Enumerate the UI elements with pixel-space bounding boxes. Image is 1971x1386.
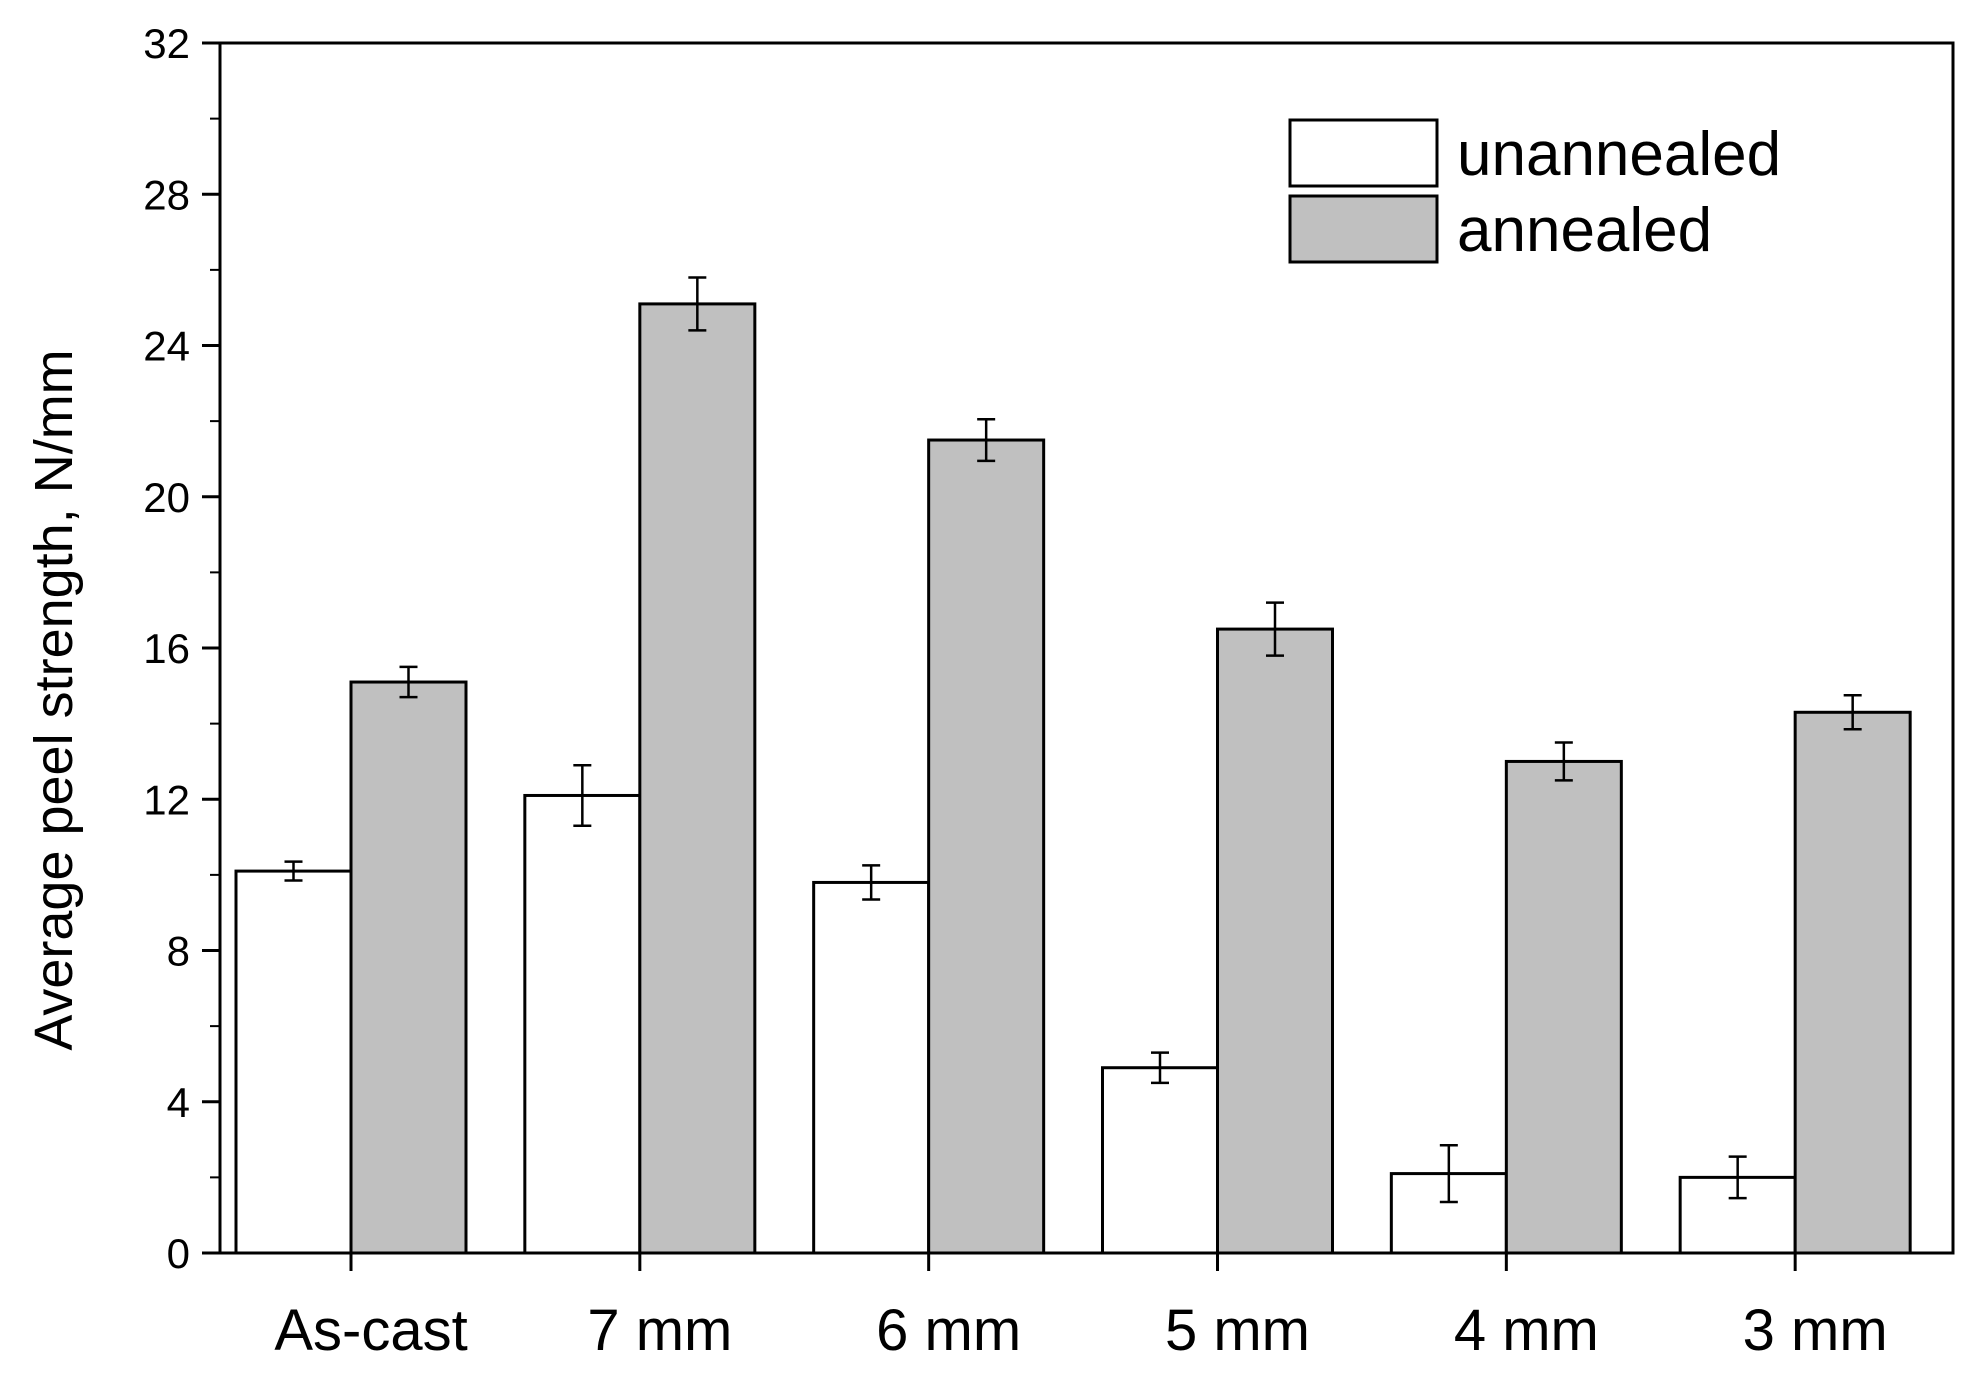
error-bar — [688, 276, 707, 332]
y-tick-label: 8 — [167, 928, 190, 975]
error-bar — [977, 417, 996, 463]
bar-annealed — [1216, 627, 1334, 1255]
error-bar — [573, 763, 592, 827]
legend: unannealed annealed — [1288, 118, 1781, 265]
bar-annealed — [1504, 759, 1623, 1255]
x-tick-label: As-cast — [274, 1298, 467, 1363]
y-axis-title-group: Average peel strength, N/mm — [24, 349, 84, 1050]
legend-swatch-annealed — [1288, 194, 1439, 264]
y-tick-label: 32 — [143, 20, 190, 67]
legend-swatch-unannealed — [1288, 118, 1439, 188]
error-bar — [1728, 1155, 1747, 1200]
y-tick-label: 28 — [143, 171, 190, 218]
x-axis-ticks: As-cast 7 mm 6 mm 5 mm 4 mm 3 mm — [274, 1253, 1888, 1363]
bar-unannealed — [812, 880, 931, 1255]
legend-label-annealed: annealed — [1457, 196, 1712, 265]
y-axis-ticks: 0 4 8 12 16 20 24 28 32 — [143, 20, 220, 1277]
error-bar — [1554, 741, 1573, 782]
x-tick-label: 3 mm — [1743, 1298, 1888, 1363]
error-bar — [1151, 1051, 1169, 1085]
y-axis-title: Average peel strength, N/mm — [24, 349, 84, 1050]
error-bars — [284, 276, 1862, 1204]
bar-annealed — [638, 302, 757, 1255]
bar-annealed — [349, 680, 468, 1255]
error-bar — [399, 665, 418, 699]
x-tick-label: 6 mm — [876, 1298, 1021, 1363]
y-tick-label: 20 — [143, 474, 190, 521]
plot-frame — [218, 41, 1955, 1255]
y-tick-label: 16 — [143, 625, 190, 672]
legend-label-unannealed: unannealed — [1457, 120, 1781, 189]
error-bar — [1843, 694, 1862, 731]
bar-unannealed — [234, 869, 353, 1255]
error-bar — [284, 860, 303, 882]
y-tick-label: 12 — [143, 776, 190, 823]
bars — [234, 302, 1912, 1255]
error-bar — [1439, 1143, 1458, 1204]
bar-annealed — [927, 438, 1046, 1255]
bar-unannealed — [1101, 1066, 1219, 1255]
y-tick-label: 24 — [143, 323, 190, 370]
y-tick-label: 0 — [167, 1230, 190, 1277]
x-tick-label: 7 mm — [587, 1298, 732, 1363]
bar-unannealed — [523, 793, 642, 1255]
bar-annealed — [1793, 710, 1912, 1255]
y-tick-label: 4 — [167, 1079, 190, 1126]
x-tick-label: 5 mm — [1165, 1298, 1310, 1363]
error-bar — [862, 864, 881, 901]
error-bar — [1266, 601, 1284, 657]
x-tick-label: 4 mm — [1454, 1298, 1599, 1363]
